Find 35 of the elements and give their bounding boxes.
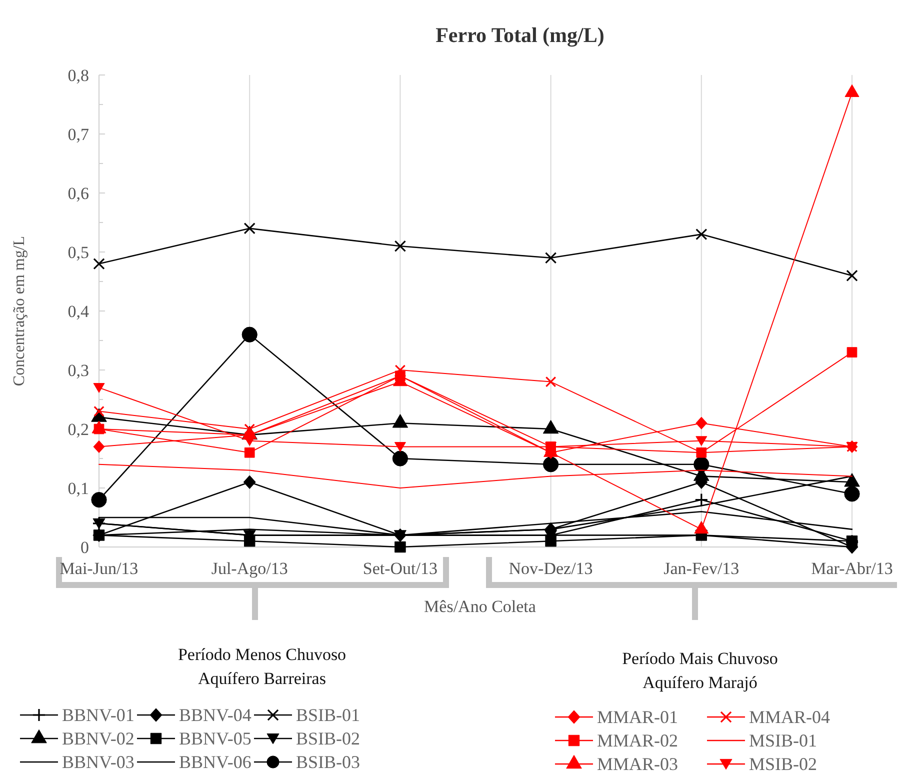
y-tick-label: 0	[80, 538, 89, 557]
legend-label: MSIB-01	[749, 730, 818, 750]
legend-label: MSIB-02	[749, 754, 818, 774]
x-tick-label: Mai-Jun/13	[60, 559, 138, 578]
y-tick-label: 0,7	[68, 124, 90, 144]
x-tick-label: Set-Out/13	[362, 559, 438, 578]
y-axis-title: Concentração em mg/L	[11, 236, 28, 386]
x-tick-label: Nov-Dez/13	[508, 559, 593, 578]
x-axis-title: Mês/Ano Coleta	[424, 597, 536, 616]
legend-label: MMAR-02	[597, 730, 678, 750]
legend-label: BBNV-03	[62, 752, 134, 772]
y-tick-label: 0,1	[68, 478, 89, 498]
y-tick-label: 0,6	[68, 184, 89, 203]
y-tick-label: 0,2	[68, 420, 89, 439]
legend-label: BSIB-03	[296, 752, 360, 772]
y-tick-label: 0,5	[68, 242, 89, 262]
legend-label: MMAR-03	[597, 754, 678, 774]
text: Período Mais Chuvoso Aquífero Marajó	[622, 649, 778, 692]
legend-label: BBNV-04	[179, 705, 252, 725]
legend-label: BBNV-02	[62, 728, 134, 748]
legend-label: BBNV-05	[179, 728, 252, 748]
x-tick-label: Mar-Abr/13	[811, 559, 893, 578]
text: Período Menos Chuvoso Aquífero Barreiras	[178, 645, 346, 688]
legend-label: BBNV-01	[62, 705, 134, 725]
legend-label: BBNV-06	[179, 752, 252, 772]
x-tick-label: Jul-Ago/13	[211, 559, 288, 578]
y-tick-label: 0,8	[68, 66, 89, 85]
legend-label: BSIB-02	[296, 728, 360, 748]
legend-label: BSIB-01	[296, 705, 360, 725]
chart-title: Ferro Total (mg/L)	[436, 23, 604, 47]
y-tick-label: 0,4	[68, 302, 90, 321]
y-tick-label: 0,3	[68, 360, 89, 380]
legend-label: MMAR-04	[749, 707, 830, 727]
x-tick-label: Jan-Fev/13	[664, 559, 740, 578]
legend-label: MMAR-01	[597, 707, 678, 727]
